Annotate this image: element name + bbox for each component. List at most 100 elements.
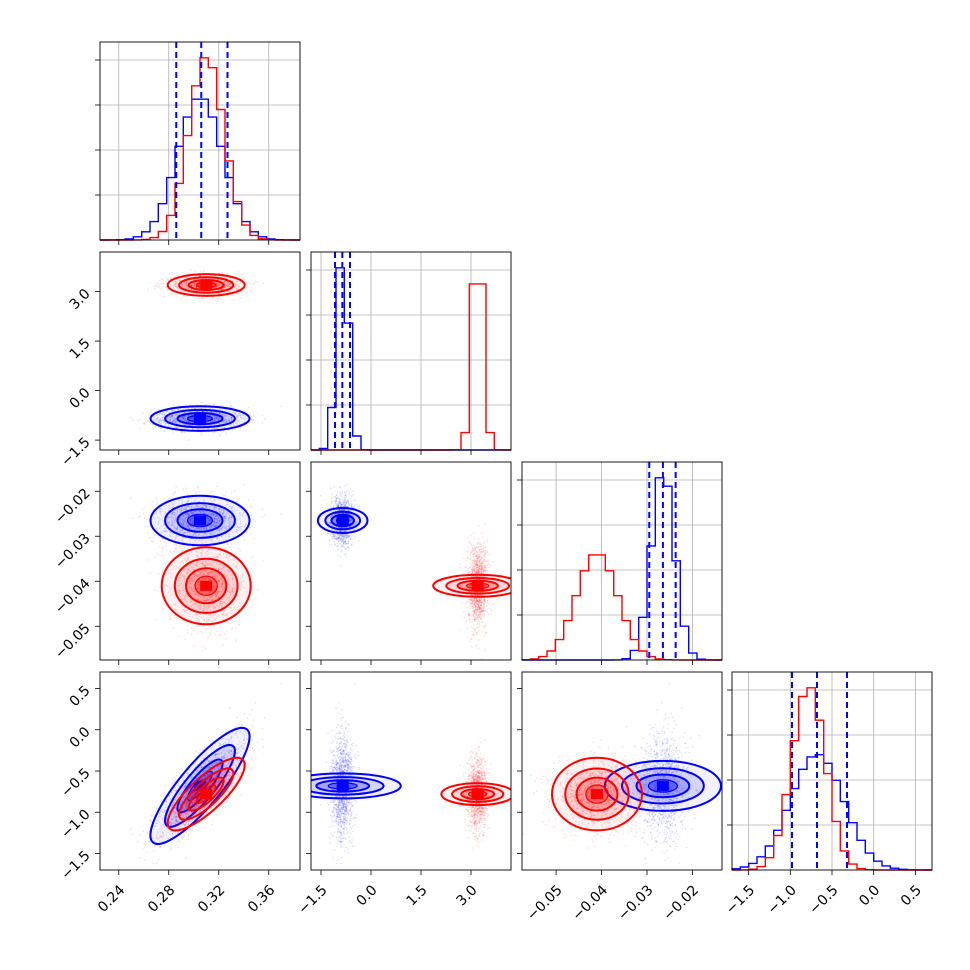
scatter-point <box>182 272 184 274</box>
scatter-point <box>174 421 177 424</box>
scatter-point <box>158 413 161 416</box>
scatter-point <box>203 424 206 427</box>
scatter-point <box>162 558 165 560</box>
scatter-point <box>263 418 266 420</box>
scatter-point <box>213 420 215 422</box>
scatter-point <box>219 412 221 415</box>
scatter-point <box>174 418 176 421</box>
scatter-point <box>201 298 203 300</box>
scatter-point <box>195 538 198 541</box>
scatter-point <box>218 408 220 411</box>
scatter-point <box>216 416 218 419</box>
scatter-point <box>227 284 230 287</box>
scatter-point <box>219 434 222 436</box>
scatter-point <box>155 419 158 421</box>
scatter-point <box>212 537 215 539</box>
scatter-point <box>197 427 200 430</box>
scatter-point <box>228 284 230 286</box>
scatter-point <box>176 426 178 429</box>
scatter-point <box>186 284 188 286</box>
scatter-point <box>226 630 228 633</box>
scatter-point <box>217 278 219 281</box>
scatter-point <box>172 282 175 285</box>
scatter-point <box>214 418 216 420</box>
scatter-point <box>246 531 248 533</box>
scatter-point <box>227 286 230 289</box>
scatter-point <box>183 418 185 421</box>
scatter-point <box>226 282 229 284</box>
scatter-point <box>194 283 197 286</box>
scatter-point <box>206 517 209 520</box>
scatter-point <box>192 417 194 420</box>
scatter-point <box>174 426 176 429</box>
scatter-point <box>191 417 194 419</box>
scatter-point <box>185 285 187 288</box>
density-peak-blue <box>194 515 206 526</box>
scatter-point <box>215 515 217 518</box>
scatter-point <box>177 422 179 424</box>
scatter-point <box>158 285 161 288</box>
scatter-point <box>175 547 177 549</box>
scatter-point <box>221 288 223 290</box>
scatter-point <box>161 278 164 281</box>
scatter-point <box>188 417 191 420</box>
scatter-point <box>231 289 234 292</box>
scatter-point <box>174 519 176 521</box>
scatter-point <box>175 421 177 424</box>
scatter-point <box>252 555 254 558</box>
scatter-point <box>218 292 220 295</box>
scatter-point <box>167 504 170 507</box>
scatter-point <box>182 536 184 539</box>
scatter-point <box>150 411 152 413</box>
scatter-point <box>185 513 188 515</box>
scatter-point <box>129 497 132 500</box>
scatter-point <box>229 410 231 412</box>
scatter-point <box>184 516 186 519</box>
scatter-point <box>187 287 190 290</box>
scatter-point <box>171 415 173 418</box>
scatter-point <box>218 416 221 419</box>
scatter-point <box>218 422 221 425</box>
scatter-point <box>196 286 198 289</box>
scatter-point <box>213 419 216 422</box>
scatter-point <box>234 284 237 286</box>
scatter-point <box>218 417 220 420</box>
scatter-point <box>153 415 155 417</box>
scatter-point <box>261 414 264 417</box>
scatter-point <box>198 297 200 300</box>
scatter-point <box>212 403 215 405</box>
scatter-point <box>238 412 240 415</box>
scatter-point <box>219 503 222 505</box>
scatter-point <box>206 410 208 413</box>
scatter-point <box>165 410 168 413</box>
scatter-point <box>253 526 255 528</box>
scatter-point <box>230 492 233 494</box>
scatter-point <box>174 281 176 283</box>
scatter-point <box>183 282 186 285</box>
scatter-point <box>162 602 164 605</box>
scatter-point <box>201 645 203 648</box>
scatter-point <box>208 544 211 546</box>
scatter-point <box>182 295 184 297</box>
scatter-point <box>198 284 201 286</box>
scatter-point <box>219 289 221 291</box>
scatter-point <box>217 418 219 421</box>
scatter-point <box>214 416 217 419</box>
scatter-point <box>239 415 242 417</box>
scatter-point <box>226 282 228 284</box>
scatter-point <box>182 417 184 420</box>
scatter-point <box>218 413 221 415</box>
scatter-point <box>233 490 236 492</box>
scatter-point <box>223 414 226 416</box>
scatter-point <box>228 285 231 288</box>
scatter-point <box>227 419 229 422</box>
scatter-point <box>190 284 193 287</box>
scatter-point <box>219 626 222 628</box>
scatter-point <box>184 638 187 641</box>
scatter-point <box>249 413 251 416</box>
scatter-point <box>218 272 220 274</box>
scatter-point <box>182 290 185 293</box>
scatter-point <box>205 403 208 406</box>
scatter-point <box>232 497 235 500</box>
scatter-point <box>227 417 229 420</box>
